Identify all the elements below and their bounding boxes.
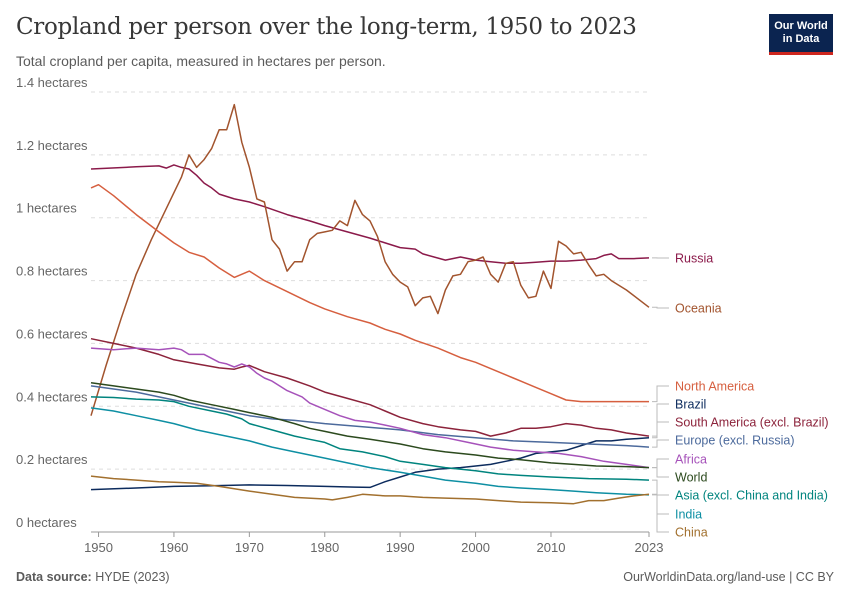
series-label-india: India bbox=[675, 508, 702, 522]
series-label-oceania: Oceania bbox=[675, 302, 722, 316]
leader-line-india bbox=[652, 494, 669, 515]
leader-line-south-america-excl-brazil- bbox=[652, 421, 669, 437]
series-line-russia bbox=[90, 164, 650, 265]
series-label-europe-excl-russia-: Europe (excl. Russia) bbox=[675, 434, 795, 448]
series-label-world: World bbox=[675, 471, 707, 485]
series-label-asia-excl-china-and-india-: Asia (excl. China and India) bbox=[675, 489, 828, 503]
owid-logo[interactable]: Our World in Data bbox=[769, 14, 833, 55]
x-tick-label: 2000 bbox=[461, 540, 490, 555]
logo-line-2: in Data bbox=[782, 33, 820, 45]
series-line-world bbox=[90, 381, 650, 469]
data-source: Data source: HYDE (2023) bbox=[16, 570, 170, 584]
leader-line-north-america bbox=[652, 385, 669, 403]
x-tick-label: 2023 bbox=[635, 540, 664, 555]
x-tick-label: 1980 bbox=[310, 540, 339, 555]
leader-line-china bbox=[652, 493, 669, 533]
footer-url[interactable]: OurWorldinData.org/land-use | CC BY bbox=[623, 570, 834, 584]
data-source-label: Data source: bbox=[16, 570, 92, 584]
leader-line-europe-excl-russia- bbox=[652, 439, 669, 448]
series-line-asia-excl-china-and-india- bbox=[90, 396, 650, 481]
y-tick-label: 0.4 hectares bbox=[16, 389, 88, 404]
y-tick-label: 0 hectares bbox=[16, 515, 77, 530]
y-tick-label: 0.6 hectares bbox=[16, 326, 88, 341]
y-tick-label: 1.4 hectares bbox=[16, 75, 88, 90]
data-source-value[interactable]: HYDE (2023) bbox=[95, 570, 170, 584]
series-label-brazil: Brazil bbox=[675, 398, 706, 412]
series-label-south-america-excl-brazil-: South America (excl. Brazil) bbox=[675, 416, 829, 430]
series-line-china bbox=[90, 475, 650, 505]
leader-line-brazil bbox=[652, 403, 669, 439]
leader-line-africa bbox=[652, 458, 669, 469]
leader-line-world bbox=[652, 467, 669, 478]
x-tick-label: 1960 bbox=[159, 540, 188, 555]
leader-line-asia-excl-china-and-india- bbox=[652, 479, 669, 496]
chart-title: Cropland per person over the long-term, … bbox=[16, 14, 637, 40]
chart-subtitle: Total cropland per capita, measured in h… bbox=[16, 53, 386, 69]
series-label-africa: Africa bbox=[675, 453, 707, 467]
logo-line-1: Our World bbox=[774, 20, 828, 32]
series-line-africa bbox=[90, 347, 650, 469]
x-tick-label: 1990 bbox=[386, 540, 415, 555]
series-line-india bbox=[90, 407, 650, 496]
leader-line-oceania bbox=[652, 306, 669, 309]
series-label-russia: Russia bbox=[675, 252, 713, 266]
x-tick-label: 2010 bbox=[537, 540, 566, 555]
series-line-europe-excl-russia- bbox=[90, 385, 650, 448]
series-label-china: China bbox=[675, 526, 708, 540]
series-line-oceania bbox=[90, 103, 650, 416]
y-tick-label: 1.2 hectares bbox=[16, 138, 88, 153]
x-tick-label: 1970 bbox=[235, 540, 264, 555]
series-label-north-america: North America bbox=[675, 380, 754, 394]
y-tick-label: 1 hectares bbox=[16, 201, 77, 216]
y-tick-label: 0.8 hectares bbox=[16, 264, 88, 279]
y-tick-label: 0.2 hectares bbox=[16, 452, 88, 467]
series-line-north-america bbox=[90, 183, 649, 403]
series-line-south-america-excl-brazil- bbox=[90, 337, 650, 437]
x-tick-label: 1950 bbox=[84, 540, 113, 555]
